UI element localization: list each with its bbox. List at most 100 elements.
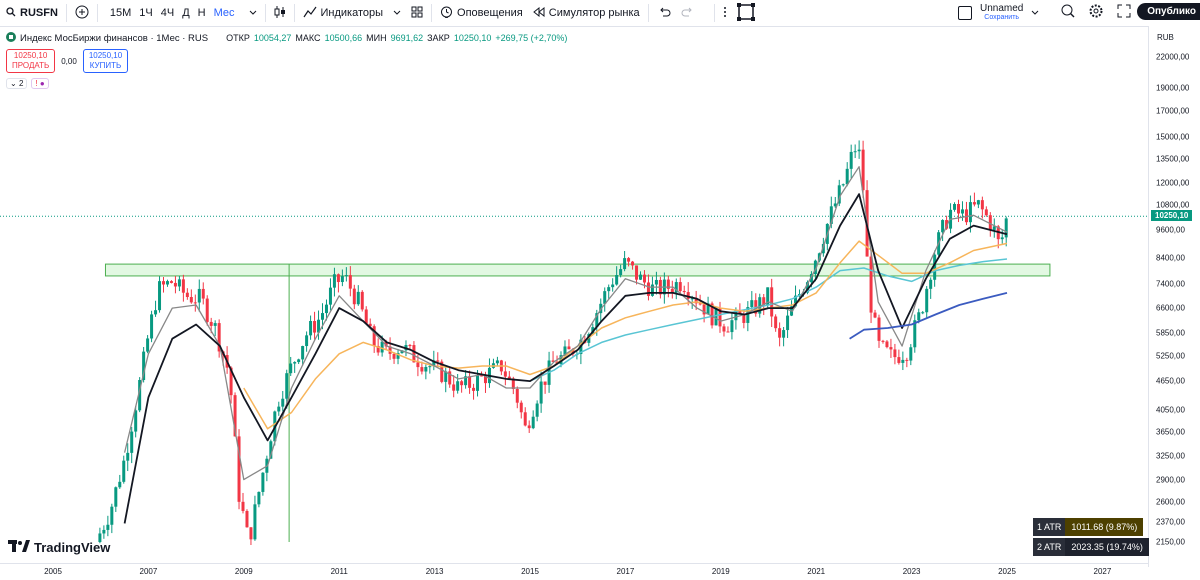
candle-down bbox=[988, 215, 992, 230]
candles-icon bbox=[274, 5, 286, 22]
gear-icon[interactable] bbox=[1089, 4, 1103, 21]
legend-title[interactable]: Индекс МосБиржи финансов · 1Мес · RUS bbox=[20, 32, 209, 44]
price-chart[interactable] bbox=[0, 26, 1148, 563]
templates-button[interactable] bbox=[406, 0, 428, 26]
redo-button[interactable] bbox=[676, 0, 700, 26]
candle-down bbox=[945, 220, 949, 229]
compare-button[interactable] bbox=[70, 0, 94, 26]
fullscreen-select-button[interactable] bbox=[732, 0, 760, 26]
interval-button[interactable]: Мес bbox=[213, 7, 235, 19]
more-button[interactable] bbox=[718, 0, 732, 26]
price-tick-label: 5850,00 bbox=[1156, 328, 1185, 338]
alerts-button[interactable]: Оповещения bbox=[435, 0, 528, 26]
candle-down bbox=[897, 357, 901, 363]
fullscreen-icon[interactable] bbox=[1117, 4, 1131, 21]
candle-down bbox=[229, 367, 233, 396]
interval-button[interactable]: 15М bbox=[109, 7, 132, 19]
candle-down bbox=[249, 527, 253, 540]
price-scale[interactable] bbox=[1148, 26, 1200, 567]
indicators-dropdown[interactable] bbox=[388, 0, 406, 26]
candle-up bbox=[821, 243, 825, 254]
candle-up bbox=[849, 151, 853, 169]
candle-up bbox=[913, 320, 917, 348]
time-tick-label: 2025 bbox=[998, 567, 1016, 576]
candle-up bbox=[841, 184, 845, 186]
divider bbox=[713, 4, 715, 22]
candle-down bbox=[873, 312, 877, 318]
price-tick-label: 22000,00 bbox=[1156, 52, 1190, 62]
atr-value: 2023.35 (19.74%) bbox=[1065, 538, 1149, 556]
layout-name[interactable]: Unnamed Сохранить bbox=[980, 4, 1023, 22]
candle-down bbox=[205, 298, 209, 322]
candle-up bbox=[305, 335, 309, 347]
price-tick-label: 12000,00 bbox=[1156, 178, 1190, 188]
buy-button[interactable]: 10250,10 КУПИТЬ bbox=[82, 49, 129, 73]
interval-button[interactable]: Н bbox=[197, 7, 206, 19]
candle-up bbox=[269, 441, 273, 459]
quick-search-icon[interactable] bbox=[1061, 4, 1075, 21]
layout-checkbox[interactable] bbox=[958, 5, 972, 20]
candle-up bbox=[968, 202, 972, 223]
candle-up bbox=[340, 276, 344, 283]
price-tick-label: 4050,00 bbox=[1156, 405, 1185, 415]
candle-up bbox=[261, 472, 265, 492]
top-toolbar: RUSFN 15М 1Ч 4Ч Д Н Мес Индикаторы bbox=[0, 0, 1200, 27]
candle-up bbox=[706, 303, 710, 315]
candle-down bbox=[642, 274, 646, 283]
replay-button[interactable]: Симулятор рынка bbox=[528, 0, 645, 26]
indicators-toggle[interactable]: ⌄ 2 bbox=[6, 78, 28, 89]
symbol-search[interactable]: RUSFN bbox=[0, 0, 63, 26]
interval-dropdown[interactable] bbox=[244, 0, 262, 26]
time-tick-label: 2015 bbox=[521, 567, 539, 576]
candle-up bbox=[464, 376, 468, 386]
chart-type-button[interactable] bbox=[269, 0, 291, 26]
candle-down bbox=[420, 367, 424, 372]
candle-up bbox=[424, 366, 428, 372]
indicator-alert-chip[interactable]: ! ● bbox=[31, 78, 49, 89]
candle-down bbox=[881, 340, 885, 342]
candle-up bbox=[714, 307, 718, 326]
time-tick-label: 2023 bbox=[902, 567, 921, 576]
candle-up bbox=[539, 381, 543, 404]
interval-button[interactable]: 1Ч bbox=[139, 7, 153, 19]
candle-down bbox=[694, 298, 698, 304]
currency-label[interactable]: RUB bbox=[1157, 33, 1174, 42]
publish-button[interactable]: Опублико bbox=[1137, 3, 1200, 20]
indicators-button[interactable]: Индикаторы bbox=[298, 0, 389, 26]
candle-down bbox=[551, 360, 555, 362]
undo-button[interactable] bbox=[652, 0, 676, 26]
time-axis[interactable] bbox=[0, 563, 1148, 580]
candle-down bbox=[571, 349, 575, 355]
candle-down bbox=[483, 375, 487, 384]
sell-button[interactable]: 10250,10 ПРОДАТЬ bbox=[6, 49, 56, 73]
price-tick-label: 2150,00 bbox=[1156, 537, 1185, 547]
candle-up bbox=[953, 204, 957, 210]
interval-button[interactable]: Д bbox=[182, 7, 190, 19]
candle-down bbox=[364, 309, 368, 324]
tradingview-logo[interactable]: TradingView bbox=[8, 540, 110, 555]
plus-circle-icon bbox=[75, 5, 89, 22]
candle-up bbox=[428, 366, 432, 368]
interval-button[interactable]: 4Ч bbox=[160, 7, 175, 19]
price-tick-label: 9600,00 bbox=[1156, 225, 1185, 235]
candle-down bbox=[372, 326, 376, 346]
chevron-down-icon[interactable] bbox=[1031, 7, 1039, 19]
grid-icon bbox=[411, 6, 423, 21]
candle-up bbox=[595, 313, 599, 328]
candle-up bbox=[118, 481, 122, 488]
candle-down bbox=[185, 292, 189, 298]
candle-up bbox=[138, 379, 142, 411]
candle-down bbox=[452, 384, 456, 391]
ma-line-black bbox=[123, 193, 1008, 524]
candle-down bbox=[861, 149, 865, 191]
layout-save-link[interactable]: Сохранить bbox=[984, 14, 1020, 21]
alarm-clock-icon bbox=[440, 5, 453, 21]
candle-up bbox=[114, 487, 118, 507]
candle-down bbox=[670, 288, 674, 293]
logo-text: TradingView bbox=[34, 540, 111, 555]
candle-down bbox=[964, 209, 968, 223]
atr-row: 2 ATR 2023.35 (19.74%) bbox=[1033, 538, 1149, 556]
candle-down bbox=[972, 202, 976, 205]
candle-up bbox=[177, 279, 181, 287]
price-tick-label: 6600,00 bbox=[1156, 303, 1185, 313]
